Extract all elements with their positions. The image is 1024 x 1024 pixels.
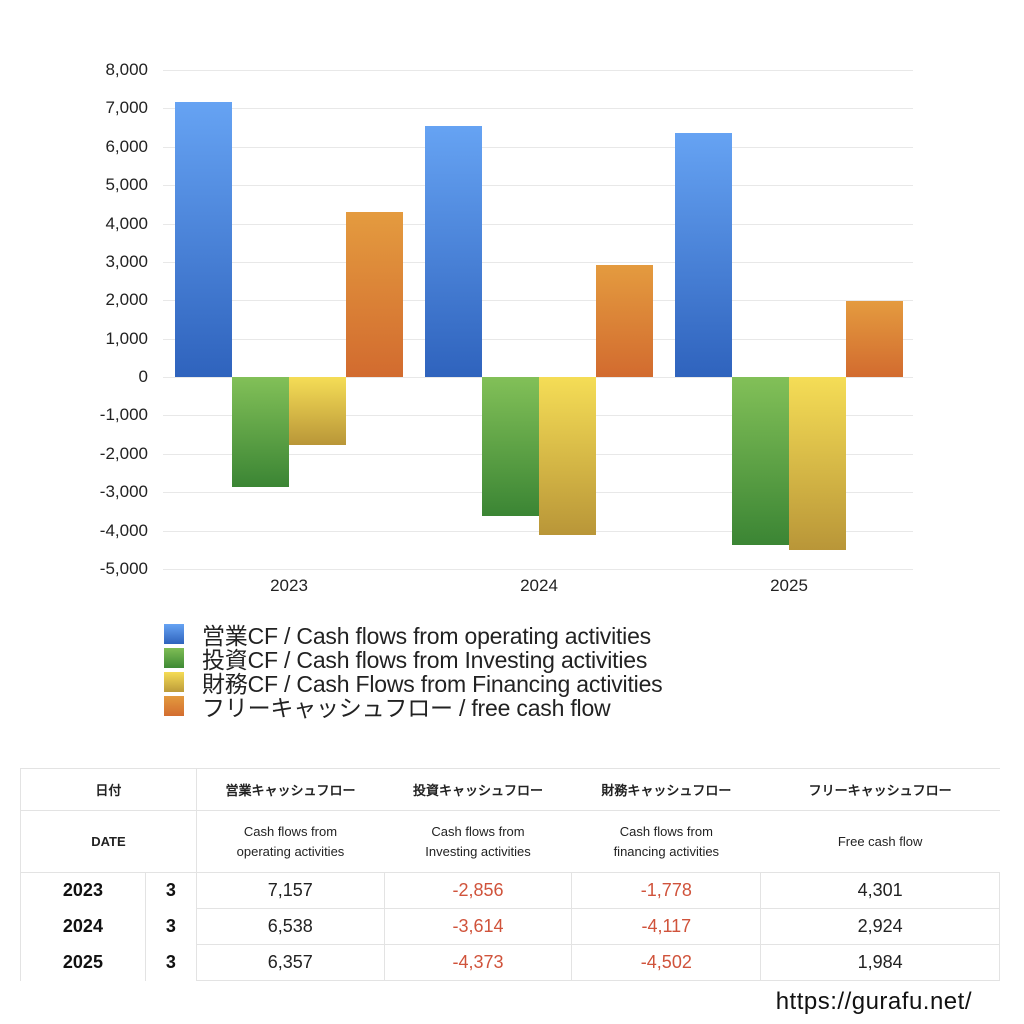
header-financing-jp: 財務キャッシュフロー	[571, 768, 761, 811]
gridline	[163, 224, 913, 225]
bar-2024-series-0	[425, 126, 482, 378]
bar-2024-series-1	[482, 377, 539, 516]
gridline	[163, 531, 913, 532]
month-cell: 3	[144, 872, 197, 909]
y-axis-tick-label: 6,000	[105, 137, 148, 156]
gridline	[163, 185, 913, 186]
header-investing-en: Cash flows from Investing activities	[384, 810, 572, 873]
month-cell: 3	[144, 944, 197, 981]
table-row: 2023 3 7,157 -2,856 -1,778 4,301	[20, 872, 1000, 909]
green-square-icon	[164, 648, 184, 668]
header-line: Cash flows from	[431, 823, 525, 839]
free-cash-flow-cell: 1,984	[760, 944, 1000, 981]
header-line: Investing activities	[425, 843, 531, 859]
bar-2023-series-2	[289, 377, 346, 446]
bar-2025-series-1	[732, 377, 789, 545]
financing-cell: -4,502	[571, 944, 762, 981]
header-line: Cash flows from	[243, 823, 338, 839]
y-axis-tick-label: -2,000	[99, 444, 148, 463]
y-axis-tick-label: -1,000	[99, 405, 148, 424]
header-operating-en: Cash flows from operating activities	[196, 810, 385, 873]
header-free-en: Free cash flow	[760, 810, 1000, 873]
gridline	[163, 569, 913, 570]
legend-label: 営業CF / Cash flows from operating activit…	[202, 623, 651, 649]
header-investing-jp: 投資キャッシュフロー	[384, 768, 572, 811]
bar-2025-series-2	[789, 377, 846, 550]
bar-2024-series-3	[596, 264, 653, 378]
y-axis-tick-label: 4,000	[105, 214, 148, 233]
y-axis-tick-label: 1,000	[105, 329, 148, 348]
legend-item-investing: 投資CF / Cash flows from Investing activit…	[164, 646, 662, 673]
gridline	[163, 70, 913, 71]
y-axis-tick-label: 8,000	[105, 60, 148, 79]
site-url[interactable]: https://gurafu.net/	[775, 988, 972, 1015]
month-cell: 3	[144, 908, 197, 945]
y-axis-tick-label: 0	[138, 367, 148, 386]
legend-item-operating: 営業CF / Cash flows from operating activit…	[164, 622, 662, 649]
table-row: 2024 3 6,538 -3,614 -4,117 2,924	[20, 908, 1000, 945]
table-row: 2025 3 6,357 -4,373 -4,502 1,984	[20, 944, 1000, 981]
y-axis-tick-label: 3,000	[105, 252, 148, 271]
bar-2023-series-1	[232, 377, 289, 487]
free-cash-flow-cell: 2,924	[760, 908, 1000, 945]
gridline	[163, 108, 913, 109]
y-axis-tick-label: -5,000	[99, 559, 148, 578]
blue-square-icon	[164, 624, 184, 644]
year-cell: 2025	[20, 944, 146, 981]
bar-2025-series-3	[846, 300, 903, 378]
header-free-jp: フリーキャッシュフロー	[760, 768, 1000, 811]
legend-label: 投資CF / Cash flows from Investing activit…	[202, 647, 648, 673]
y-axis-tick-label: -4,000	[99, 521, 148, 540]
gridline	[163, 262, 913, 263]
cash-flow-table: 日付 営業キャッシュフロー 投資キャッシュフロー 財務キャッシュフロー フリーキ…	[20, 768, 1000, 981]
legend-item-free-cash-flow: フリーキャッシュフロー / free cash flow	[164, 694, 662, 721]
header-date-jp: 日付	[20, 768, 197, 811]
header-line: financing activities	[613, 843, 720, 859]
table-header-en: DATE Cash flows from operating activities…	[20, 810, 1000, 873]
cash-flow-bar-chart: 8,000 7,000 6,000 5,000 4,000 3,000 2,000 1,000…	[99, 60, 913, 595]
y-axis-tick-label: 2,000	[105, 290, 148, 309]
gridline	[163, 147, 913, 148]
header-line: Cash flows from	[619, 823, 713, 839]
investing-cell: -3,614	[383, 908, 573, 945]
operating-cell: 7,157	[195, 872, 385, 909]
investing-cell: -2,856	[383, 872, 573, 909]
free-cash-flow-cell: 4,301	[760, 872, 1000, 909]
year-cell: 2024	[20, 908, 146, 945]
x-axis-tick-label: 2024	[520, 576, 558, 595]
legend-item-financing: 財務CF / Cash Flows from Financing activit…	[164, 670, 663, 697]
header-financing-en: Cash flows from financing activities	[571, 810, 761, 873]
x-axis-tick-label: 2025	[770, 576, 808, 595]
x-axis-tick-label: 2023	[270, 576, 308, 595]
legend-label: 財務CF / Cash Flows from Financing activit…	[202, 671, 663, 697]
y-axis-tick-label: 7,000	[105, 98, 148, 117]
investing-cell: -4,373	[383, 944, 573, 981]
legend-label: フリーキャッシュフロー / free cash flow	[202, 695, 611, 721]
yellow-square-icon	[164, 672, 184, 692]
y-axis-tick-label: 5,000	[105, 175, 148, 194]
header-line: operating activities	[236, 843, 345, 859]
table-header-jp: 日付 営業キャッシュフロー 投資キャッシュフロー 財務キャッシュフロー フリーキ…	[20, 768, 1000, 811]
financing-cell: -1,778	[571, 872, 762, 909]
y-axis-tick-label: -3,000	[99, 482, 148, 501]
operating-cell: 6,538	[195, 908, 385, 945]
orange-square-icon	[164, 696, 184, 716]
bar-2023-series-3	[346, 211, 403, 378]
bar-2023-series-0	[175, 102, 232, 378]
bar-2024-series-2	[539, 377, 596, 536]
financing-cell: -4,117	[571, 908, 762, 945]
year-cell: 2023	[20, 872, 146, 909]
gridline	[163, 339, 913, 340]
chart-legend: 営業CF / Cash flows from operating activit…	[164, 622, 663, 721]
header-date-en: DATE	[20, 810, 197, 873]
gridline	[163, 300, 913, 301]
operating-cell: 6,357	[195, 944, 385, 981]
header-operating-jp: 営業キャッシュフロー	[196, 768, 385, 811]
bar-2025-series-0	[675, 133, 732, 378]
